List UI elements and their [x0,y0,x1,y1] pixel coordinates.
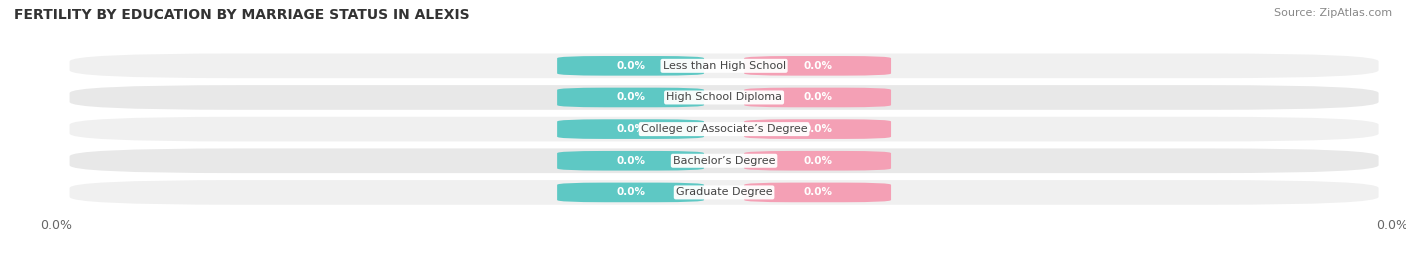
FancyBboxPatch shape [69,180,1379,205]
Text: 0.0%: 0.0% [616,187,645,197]
FancyBboxPatch shape [69,54,1379,78]
Text: 0.0%: 0.0% [803,124,832,134]
FancyBboxPatch shape [557,151,704,171]
FancyBboxPatch shape [744,56,891,76]
FancyBboxPatch shape [744,88,891,107]
Text: Bachelor’s Degree: Bachelor’s Degree [673,156,775,166]
FancyBboxPatch shape [557,56,704,76]
Text: 0.0%: 0.0% [616,124,645,134]
Text: 0.0%: 0.0% [616,156,645,166]
FancyBboxPatch shape [744,183,891,202]
FancyBboxPatch shape [69,85,1379,110]
FancyBboxPatch shape [69,117,1379,141]
Legend: Married, Unmarried: Married, Unmarried [641,264,807,269]
Text: 0.0%: 0.0% [803,156,832,166]
Text: 0.0%: 0.0% [616,93,645,102]
Text: FERTILITY BY EDUCATION BY MARRIAGE STATUS IN ALEXIS: FERTILITY BY EDUCATION BY MARRIAGE STATU… [14,8,470,22]
FancyBboxPatch shape [557,119,704,139]
Text: 0.0%: 0.0% [803,187,832,197]
Text: Graduate Degree: Graduate Degree [676,187,772,197]
Text: 0.0%: 0.0% [803,61,832,71]
Text: College or Associate’s Degree: College or Associate’s Degree [641,124,807,134]
FancyBboxPatch shape [744,151,891,171]
FancyBboxPatch shape [744,119,891,139]
Text: Less than High School: Less than High School [662,61,786,71]
Text: Source: ZipAtlas.com: Source: ZipAtlas.com [1274,8,1392,18]
Text: 0.0%: 0.0% [616,61,645,71]
Text: High School Diploma: High School Diploma [666,93,782,102]
FancyBboxPatch shape [69,148,1379,173]
Text: 0.0%: 0.0% [803,93,832,102]
FancyBboxPatch shape [557,183,704,202]
FancyBboxPatch shape [557,88,704,107]
